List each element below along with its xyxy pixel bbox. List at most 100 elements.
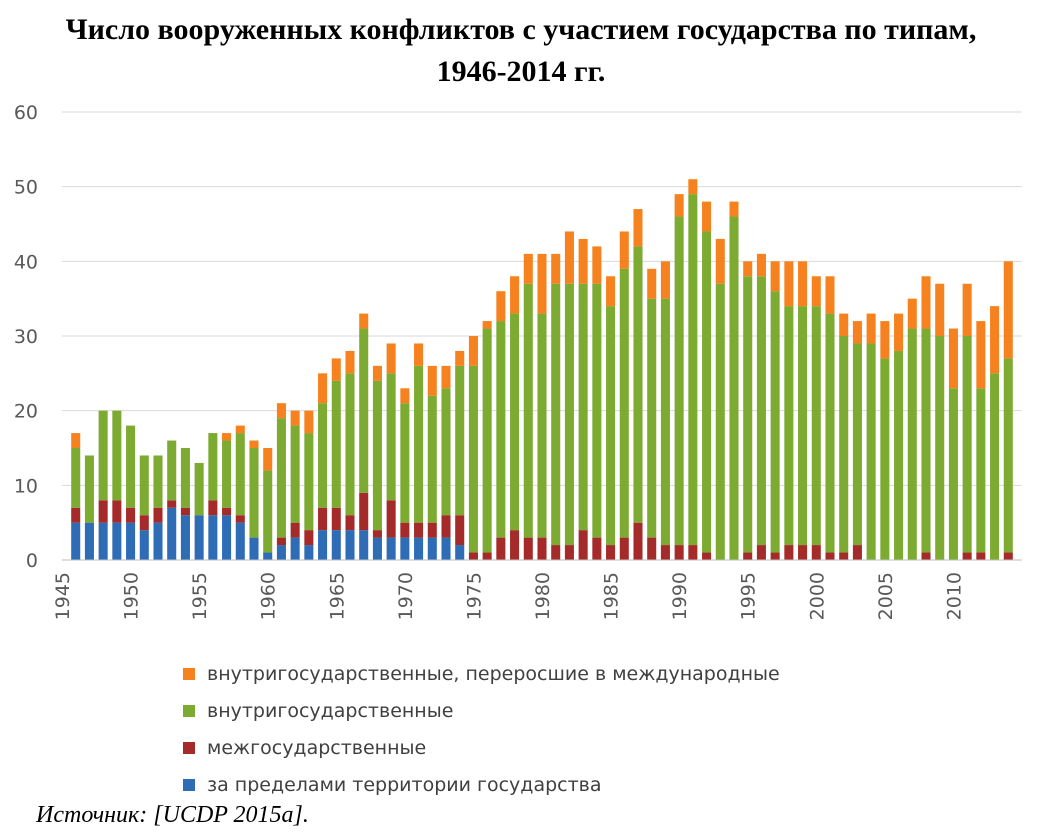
bar-segment (674, 545, 684, 560)
bar-segment (400, 537, 410, 560)
bar-segment (743, 261, 753, 277)
bar-segment (660, 261, 670, 299)
bar-segment (414, 522, 424, 538)
x-tick-label: 1980 (532, 572, 554, 620)
bar-segment (606, 276, 616, 307)
bar-segment (468, 552, 478, 560)
bar-segment (811, 276, 821, 307)
bar-segment (578, 530, 588, 560)
bar-segment (249, 440, 259, 448)
bar-segment (619, 231, 629, 269)
bar-segment (743, 552, 753, 560)
bar-segment (674, 194, 684, 217)
bar-segment (564, 231, 574, 284)
x-tick-label: 2010 (943, 572, 965, 620)
x-tick-label: 1970 (395, 572, 417, 620)
legend-item: внутригосударственные (183, 692, 780, 729)
bar-segment (551, 253, 561, 284)
bar-segment (304, 545, 314, 560)
x-tick-label: 1950 (121, 572, 143, 620)
bar-segment (263, 448, 273, 471)
bar-segment (71, 433, 81, 448)
bar-segment (112, 500, 122, 523)
bar-segment (331, 358, 341, 381)
bar-segment (263, 470, 273, 553)
bar-segment (249, 448, 259, 538)
bar-segment (496, 291, 506, 322)
y-tick-label: 50 (14, 177, 38, 199)
bar-segment (276, 545, 286, 560)
bar-segment (167, 500, 177, 508)
bar-segment (304, 530, 314, 546)
bar-segment (400, 388, 410, 404)
bar-segment (112, 522, 122, 560)
bar-segment (770, 261, 780, 292)
legend-item: за пределами территории государства (183, 766, 780, 803)
bar-segment (825, 552, 835, 560)
bar-segment (510, 530, 520, 560)
bar-segment (98, 522, 108, 560)
x-tick-label: 2005 (875, 572, 897, 620)
legend: внутригосударственные, переросшие в межд… (183, 655, 780, 803)
bar-segment (962, 283, 972, 336)
y-tick-label: 60 (14, 102, 38, 124)
bar-segment (976, 321, 986, 389)
bar-segment (962, 552, 972, 560)
bar-segment (798, 545, 808, 560)
bar-segment (441, 537, 451, 560)
y-axis-tick-labels: 0 10 20 30 40 50 60 (14, 102, 38, 572)
bar-segment (427, 537, 437, 560)
bar-segment (976, 552, 986, 560)
bar-segment (290, 522, 300, 538)
bar-segment (359, 530, 369, 560)
bar-segment (84, 455, 94, 523)
bar-segment (839, 552, 849, 560)
bar-segment (523, 283, 533, 538)
legend-item: внутригосударственные, переросшие в межд… (183, 655, 780, 692)
bar-segment (592, 283, 602, 538)
bar-segment (318, 530, 328, 560)
bar-segment (551, 283, 561, 546)
bar-segment (496, 537, 506, 560)
bar-segment (194, 515, 204, 560)
bar-segment (852, 343, 862, 546)
bar-segment (839, 313, 849, 336)
bar-segment (222, 440, 232, 508)
x-tick-label: 1965 (326, 572, 348, 620)
bar-segment (935, 283, 945, 336)
bar-segment (98, 410, 108, 501)
legend-item: межгосударственные (183, 729, 780, 766)
bar-segment (180, 448, 190, 508)
bar-segment (715, 238, 725, 284)
bar-segment (564, 545, 574, 560)
bar-segment (948, 328, 958, 389)
x-tick-label: 2000 (806, 572, 828, 620)
bar-segment (235, 515, 245, 523)
x-axis-tick-labels: 1945 1950 1955 1960 1965 1970 1975 1980 1985 1990… (52, 572, 965, 620)
bar-segment (235, 425, 245, 434)
bar-segment (948, 388, 958, 560)
bar-segment (427, 365, 437, 396)
bar-segment (784, 545, 794, 560)
chart-subtitle: 1946-2014 гг. (436, 55, 606, 88)
bar-segment (139, 515, 149, 531)
bar-segment (702, 201, 712, 232)
legend-swatch-green (183, 704, 195, 717)
bar-segment (468, 365, 478, 553)
bar-segment (126, 507, 136, 523)
bar-segment (331, 507, 341, 531)
bar-segment (386, 537, 396, 560)
bar-segment (345, 350, 355, 374)
bar-segment (743, 276, 753, 553)
bar-segment (756, 276, 766, 546)
bar-segment (537, 253, 547, 314)
legend-label: внутригосударственные, переросшие в межд… (207, 662, 780, 685)
bar-segment (441, 365, 451, 389)
source-note: Источник: [UCDP 2015a]. (36, 802, 309, 828)
bar-segment (482, 321, 492, 329)
bar-segment (633, 209, 643, 247)
y-tick-label: 30 (14, 326, 38, 348)
bar-segment (660, 298, 670, 546)
bar-segment (318, 403, 328, 508)
bar-segment (98, 500, 108, 523)
